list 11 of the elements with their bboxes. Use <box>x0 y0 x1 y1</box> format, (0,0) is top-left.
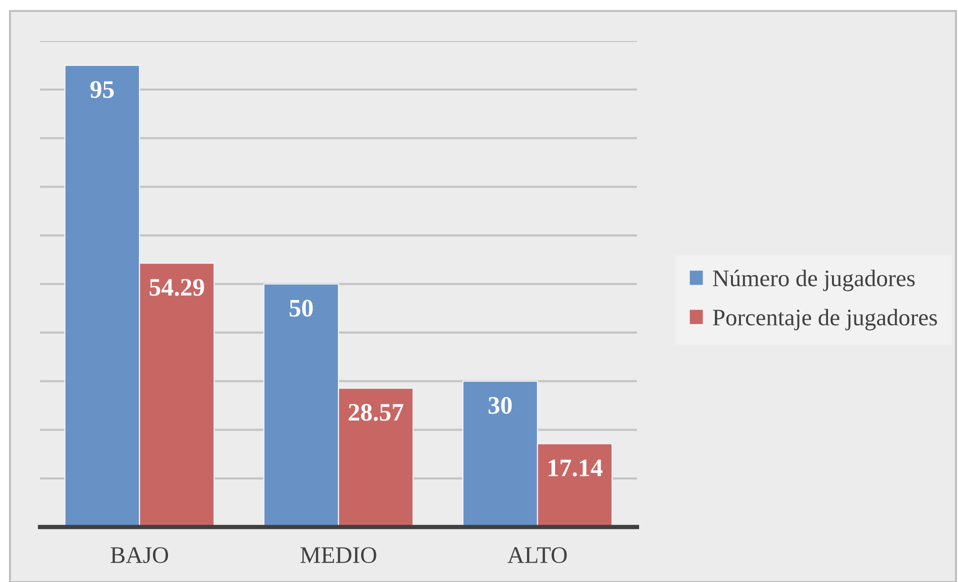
data-label: 30 <box>488 396 512 414</box>
data-label: 28.57 <box>348 404 404 421</box>
data-label: 50 <box>290 300 313 317</box>
legend-label: Porcentaje de jugadores <box>712 308 937 330</box>
x-tick-label: ALTO <box>508 547 567 564</box>
data-label: 54.29 <box>150 278 204 296</box>
data-label: 17.14 <box>548 460 602 476</box>
data-label: 95 <box>90 81 114 98</box>
legend-label: Número de jugadores <box>712 270 915 292</box>
x-tick-label: MEDIO <box>300 547 376 564</box>
x-tick-label: BAJO <box>110 547 168 564</box>
